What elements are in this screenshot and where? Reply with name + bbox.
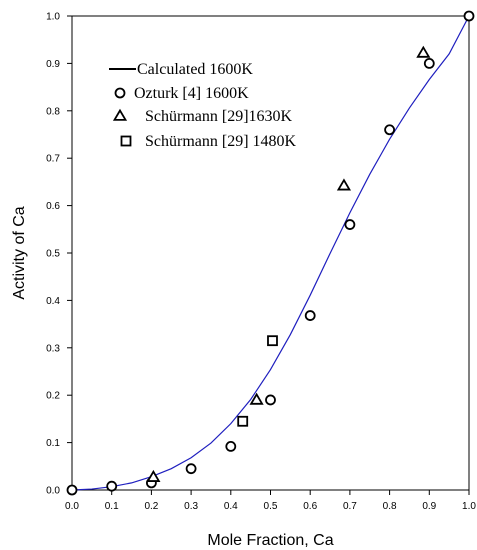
y-axis-title: Activity of Ca xyxy=(11,206,28,299)
circle-point xyxy=(265,394,276,406)
circle-point xyxy=(463,10,475,22)
y-tick-label: 0.2 xyxy=(46,391,60,402)
x-tick-label: 0.9 xyxy=(422,501,436,512)
x-axis-ticks: 0.0 0.1 0.2 0.3 0.4 0.5 0.6 0.7 0.8 0.9 1.0 xyxy=(65,490,476,512)
triangle-point xyxy=(146,469,161,482)
x-tick-label: 0.0 xyxy=(65,501,79,512)
legend-item: Schürmann [29]1630K xyxy=(112,108,293,125)
circle-series xyxy=(66,10,475,496)
square-series xyxy=(237,335,278,427)
series-layer xyxy=(66,10,475,496)
y-axis-ticks: 0.0 0.1 0.2 0.3 0.4 0.5 0.6 0.7 0.8 0.9 1.0 xyxy=(46,12,72,497)
legend-circle-swatch xyxy=(114,87,126,99)
y-tick-label: 0.5 xyxy=(46,249,60,260)
x-tick-label: 0.2 xyxy=(144,501,158,512)
legend-label: Ozturk [4] 1600K xyxy=(134,85,249,102)
x-tick-label: 0.5 xyxy=(264,501,278,512)
x-tick-label: 0.4 xyxy=(224,501,238,512)
x-axis-title: Mole Fraction, Ca xyxy=(207,532,333,549)
x-tick-label: 0.8 xyxy=(383,501,397,512)
x-tick-label: 0.3 xyxy=(184,501,198,512)
x-tick-label: 0.6 xyxy=(303,501,317,512)
legend-label: Schürmann [29] 1480K xyxy=(145,133,297,150)
circle-point xyxy=(66,484,78,496)
y-tick-label: 0.8 xyxy=(46,106,60,117)
y-tick-label: 0.4 xyxy=(46,296,60,307)
calculated-curve xyxy=(71,15,470,491)
circle-point xyxy=(423,58,435,69)
legend-label: Calculated 1600K xyxy=(137,61,253,78)
x-tick-label: 1.0 xyxy=(462,501,476,512)
circle-point xyxy=(384,124,396,136)
legend-item: Calculated 1600K xyxy=(109,61,253,78)
y-tick-label: 0.0 xyxy=(46,486,60,497)
plot-area-border xyxy=(71,15,470,491)
square-point xyxy=(237,415,249,427)
triangle-point xyxy=(416,45,431,58)
x-tick-label: 0.1 xyxy=(105,501,119,512)
y-tick-label: 0.6 xyxy=(46,201,60,212)
legend-label: Schürmann [29]1630K xyxy=(145,108,293,125)
y-tick-label: 0.9 xyxy=(46,59,60,70)
circle-point xyxy=(106,480,118,492)
legend-triangle-swatch xyxy=(112,108,128,121)
legend: Calculated 1600K Ozturk [4] 1600K Schürman… xyxy=(109,61,297,150)
triangle-point xyxy=(336,178,352,191)
y-tick-label: 0.3 xyxy=(46,343,60,354)
triangle-series xyxy=(146,45,431,482)
x-tick-label: 0.7 xyxy=(343,501,357,512)
legend-item: Schürmann [29] 1480K xyxy=(120,133,297,150)
legend-square-swatch xyxy=(120,135,132,147)
circle-point xyxy=(185,463,197,475)
triangle-point xyxy=(249,392,264,405)
plot-frame xyxy=(71,15,470,491)
y-tick-label: 0.1 xyxy=(46,438,60,449)
y-tick-label: 1.0 xyxy=(46,12,60,23)
legend-item: Ozturk [4] 1600K xyxy=(114,85,249,102)
square-point xyxy=(267,335,278,347)
circle-point xyxy=(225,440,237,452)
circle-point xyxy=(344,219,356,230)
circle-point xyxy=(304,310,316,321)
y-tick-label: 0.7 xyxy=(46,154,60,165)
